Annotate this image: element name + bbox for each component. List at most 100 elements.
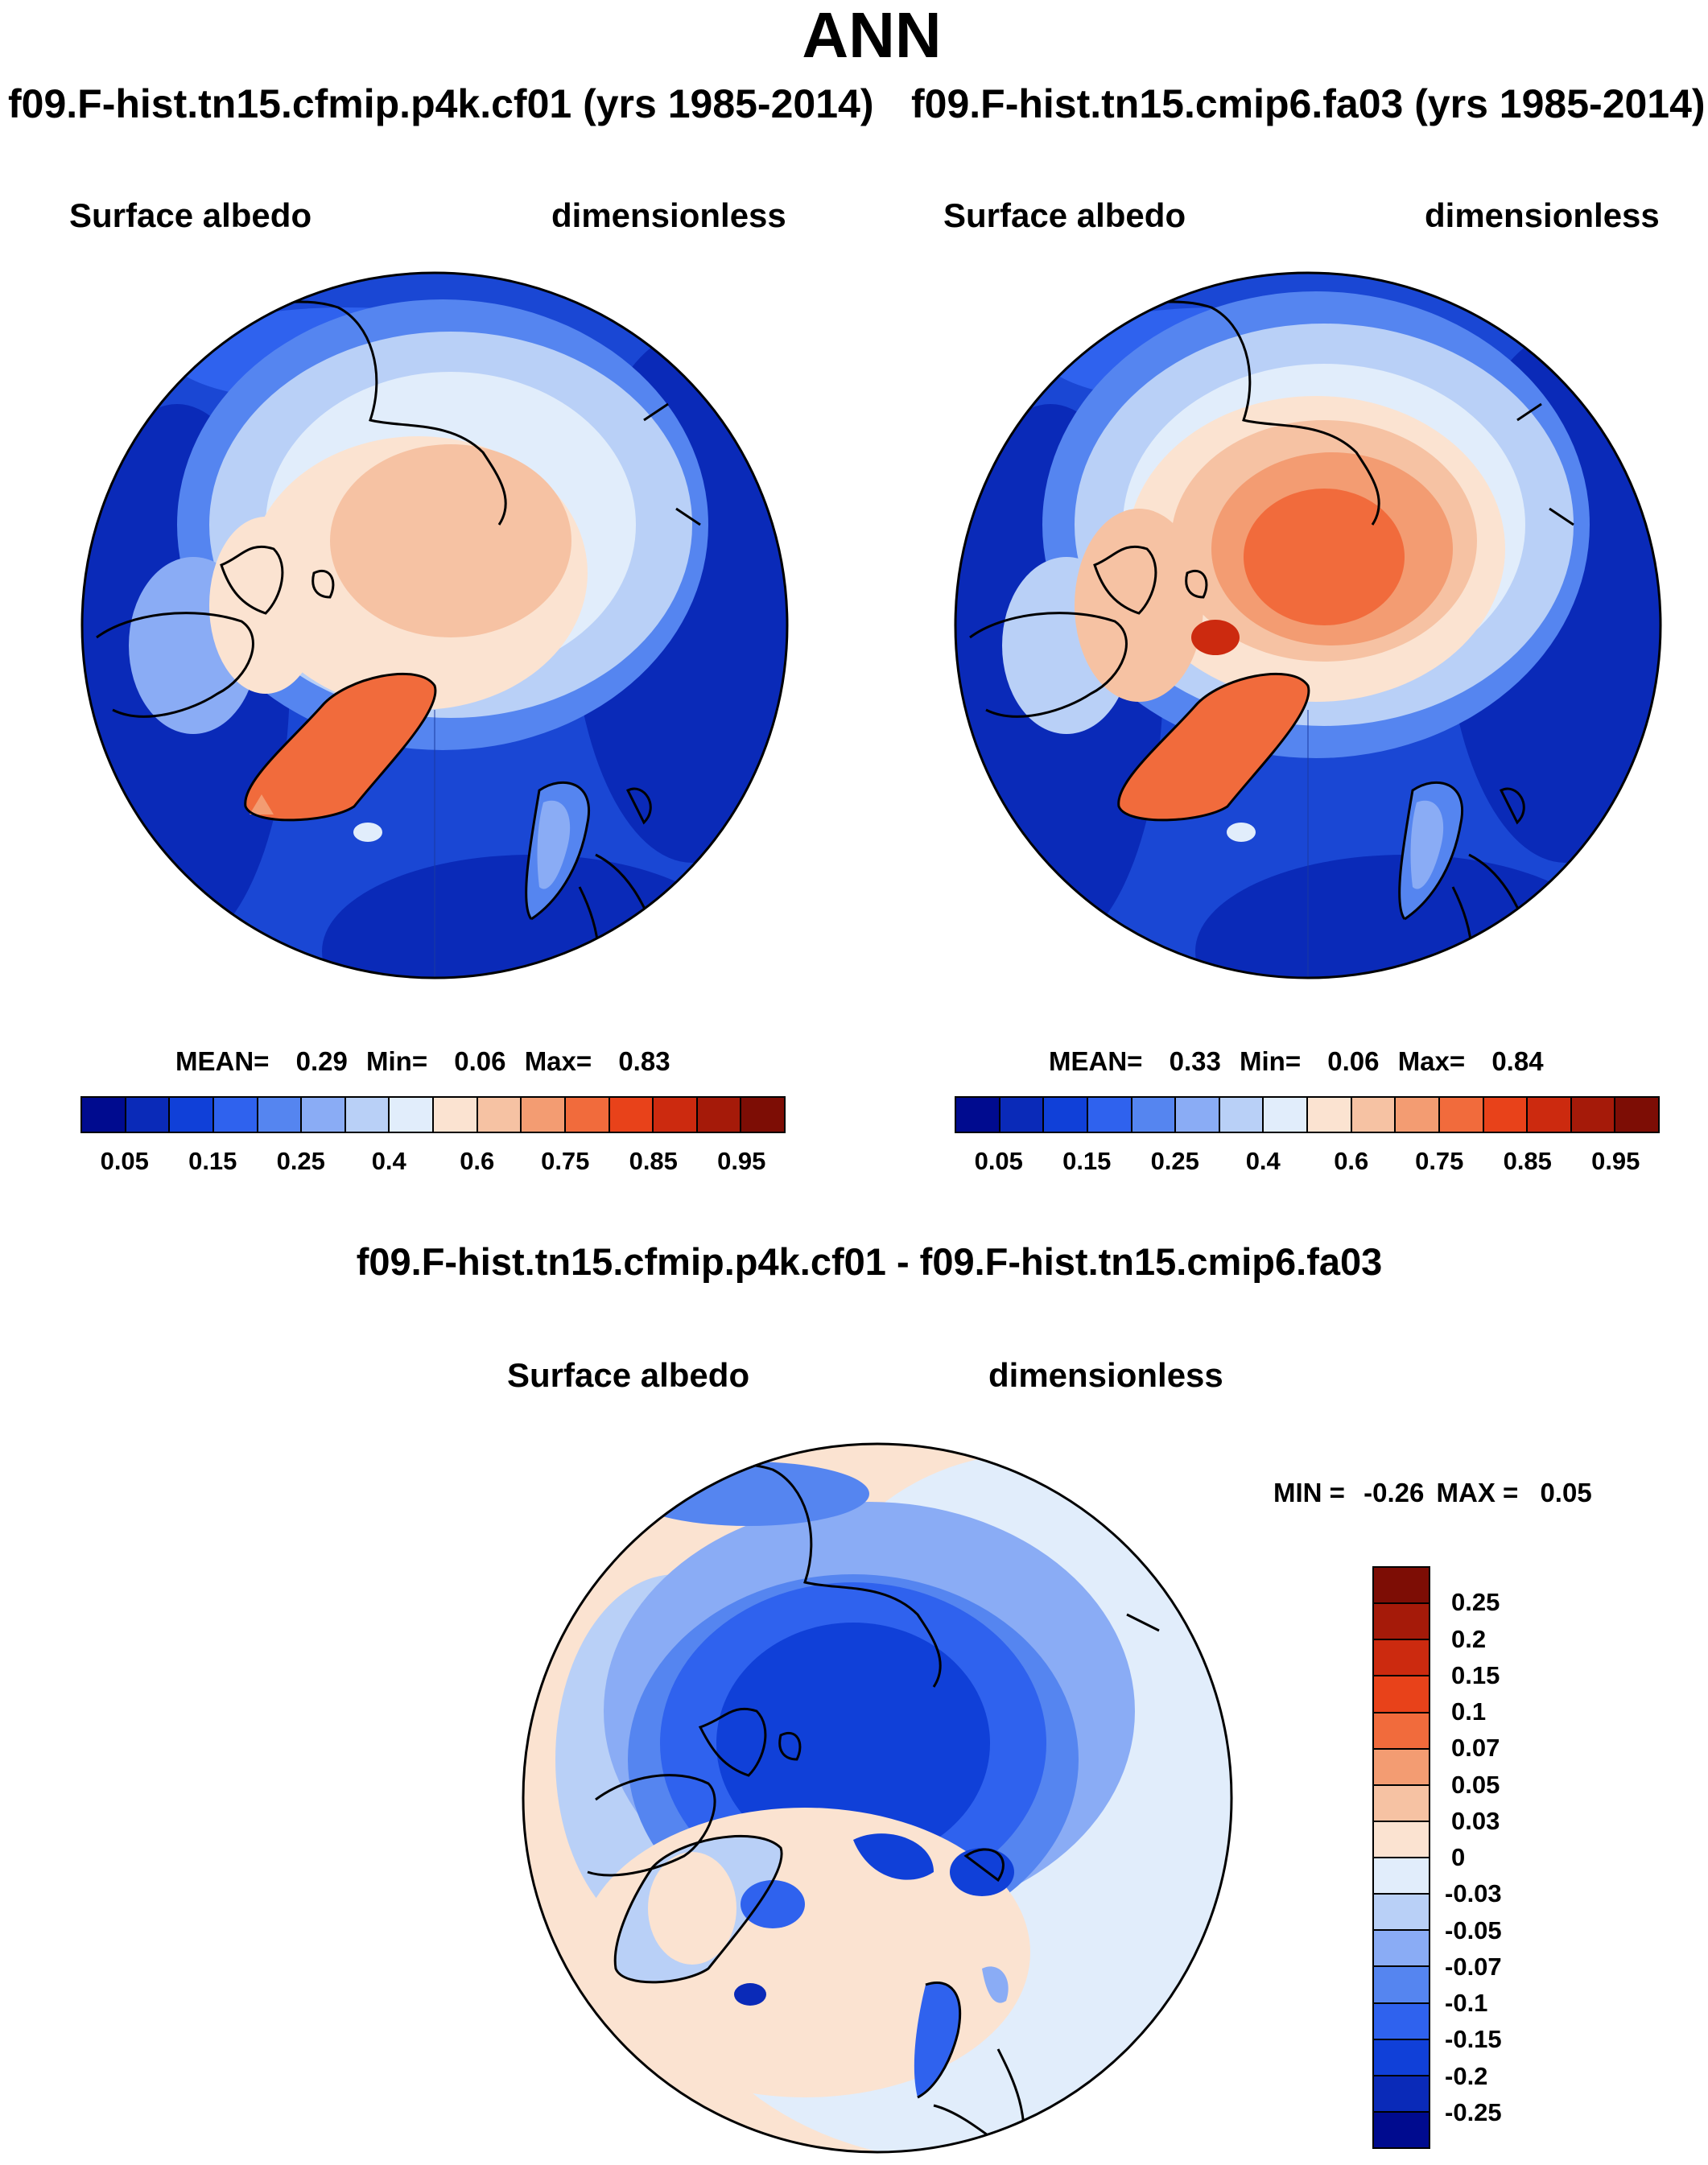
diff-colorbar-swatch — [1374, 1931, 1429, 1968]
colorbar-tick-label: 0.05 — [100, 1147, 149, 1175]
diff-colorbar-swatch — [1374, 1713, 1429, 1750]
panel-1-min-value: 0.06 — [454, 1046, 506, 1076]
colorbar-swatch — [302, 1098, 346, 1132]
colorbar-tick-label: 0.75 — [1415, 1147, 1464, 1175]
diff-colorbar-tick-label: 0.03 — [1451, 1806, 1500, 1835]
panel-1-units: dimensionless — [551, 196, 786, 234]
panel-1-mean-value: 0.29 — [295, 1046, 348, 1076]
colorbar-swatch — [1528, 1098, 1572, 1132]
diff-colorbar-tick-label: 0.1 — [1451, 1697, 1487, 1726]
diff-colorbar-swatch — [1374, 2112, 1429, 2147]
diff-units: dimensionless — [988, 1356, 1223, 1394]
diff-colorbar-tick-label: -0.03 — [1445, 1879, 1502, 1908]
diff-colorbar-tick-label: 0.25 — [1451, 1588, 1500, 1617]
diff-colorbar-swatch — [1374, 2076, 1429, 2113]
panel-1-colorbar — [80, 1096, 786, 1133]
diff-title: f09.F-hist.tn15.cfmip.p4k.cf01 - f09.F-h… — [356, 1240, 1383, 1283]
panel-2-mean-value: 0.33 — [1169, 1046, 1221, 1076]
diff-colorbar-tick-label: -0.1 — [1445, 1989, 1488, 2017]
colorbar-swatch — [522, 1098, 566, 1132]
colorbar-swatch — [654, 1098, 698, 1132]
panel-2-case-label: f09.F-hist.tn15.cmip6.fa03 (yrs 1985-201… — [911, 81, 1706, 126]
colorbar-swatch — [477, 1098, 522, 1132]
colorbar-tick-label: 0.6 — [1334, 1147, 1369, 1175]
diff-colorbar-swatch — [1374, 1604, 1429, 1641]
panel-1-mean-label: MEAN= — [175, 1046, 270, 1076]
colorbar-swatch — [390, 1098, 434, 1132]
panel-1-variable: Surface albedo — [69, 196, 312, 234]
panel-2-max-value: 0.84 — [1491, 1046, 1544, 1076]
diff-colorbar-swatch — [1374, 2003, 1429, 2040]
diff-colorbar-swatch — [1374, 1749, 1429, 1786]
diff-colorbar-swatch — [1374, 1785, 1429, 1822]
colorbar-swatch — [1044, 1098, 1088, 1132]
panel-1-min-label: Min= — [366, 1046, 428, 1076]
diff-stats: MIN = -0.26 MAX = 0.05 — [1273, 1478, 1592, 1508]
colorbar-swatch — [345, 1098, 390, 1132]
colorbar-swatch — [170, 1098, 214, 1132]
diff-colorbar-swatch — [1374, 2039, 1429, 2076]
diff-min-value: -0.26 — [1364, 1478, 1425, 1507]
panel-1-stats: MEAN= 0.29 Min= 0.06 Max= 0.83 — [175, 1046, 670, 1077]
panel-1-polar-map — [80, 271, 789, 979]
panel-2-units: dimensionless — [1425, 196, 1660, 234]
colorbar-tick-label: 0.05 — [974, 1147, 1023, 1175]
panel-1-case-label: f09.F-hist.tn15.cfmip.p4k.cf01 (yrs 1985… — [8, 81, 874, 126]
diff-colorbar-swatch — [1374, 1967, 1429, 2004]
colorbar-swatch — [741, 1098, 784, 1132]
colorbar-swatch — [1308, 1098, 1352, 1132]
colorbar-tick-label: 0.6 — [460, 1147, 495, 1175]
main-title: ANN — [802, 0, 942, 71]
colorbar-swatch — [1000, 1098, 1045, 1132]
colorbar-tick-label: 0.15 — [1062, 1147, 1112, 1175]
colorbar-swatch — [434, 1098, 478, 1132]
colorbar-swatch — [697, 1098, 742, 1132]
panel-2-min-label: Min= — [1240, 1046, 1302, 1076]
diff-colorbar-tick-label: 0.05 — [1451, 1770, 1500, 1799]
diff-colorbar-tick-label: 0.15 — [1451, 1660, 1500, 1689]
diff-colorbar-swatch — [1374, 1821, 1429, 1858]
diff-min-label: MIN = — [1273, 1478, 1345, 1507]
panel-2-max-label: Max= — [1397, 1046, 1466, 1076]
diff-colorbar-ticks: 0.25 0.2 0.15 0.1 0.07 0.05 0.03 0 -0.03 -0.05 -0.… — [1445, 1566, 1541, 2149]
colorbar-swatch — [82, 1098, 126, 1132]
diff-colorbar-tick-label: 0.2 — [1451, 1624, 1487, 1653]
colorbar-swatch — [1087, 1098, 1132, 1132]
colorbar-tick-label: 0.85 — [1503, 1147, 1552, 1175]
colorbar-tick-label: 0.4 — [1245, 1147, 1281, 1175]
panel-1-colorbar-ticks: 0.05 0.15 0.25 0.4 0.6 0.75 0.85 0.95 — [80, 1147, 786, 1179]
colorbar-tick-label: 0.15 — [188, 1147, 237, 1175]
diff-colorbar-tick-label: -0.05 — [1445, 1916, 1502, 1944]
diff-colorbar-swatch — [1374, 1676, 1429, 1713]
diff-polar-map — [522, 1442, 1233, 2154]
panel-1-max-label: Max= — [524, 1046, 592, 1076]
colorbar-swatch — [258, 1098, 303, 1132]
colorbar-tick-label: 0.75 — [541, 1147, 590, 1175]
colorbar-swatch — [1571, 1098, 1616, 1132]
colorbar-swatch — [1219, 1098, 1264, 1132]
diff-colorbar-tick-label: 0.07 — [1451, 1734, 1500, 1763]
diff-colorbar-tick-label: -0.15 — [1445, 2025, 1502, 2054]
colorbar-swatch — [1439, 1098, 1484, 1132]
colorbar-swatch — [1264, 1098, 1308, 1132]
colorbar-swatch — [1483, 1098, 1529, 1132]
panel-2-min-value: 0.06 — [1327, 1046, 1380, 1076]
diff-colorbar-tick-label: -0.07 — [1445, 1952, 1502, 1981]
panel-2-colorbar-ticks: 0.05 0.15 0.25 0.4 0.6 0.75 0.85 0.95 — [955, 1147, 1660, 1179]
colorbar-swatch — [565, 1098, 610, 1132]
colorbar-swatch — [1351, 1098, 1397, 1132]
colorbar-swatch — [1132, 1098, 1177, 1132]
colorbar-tick-label: 0.25 — [276, 1147, 325, 1175]
diff-colorbar-tick-label: 0 — [1451, 1843, 1466, 1871]
panel-1-max-value: 0.83 — [618, 1046, 670, 1076]
panel-2-stats: MEAN= 0.33 Min= 0.06 Max= 0.84 — [1049, 1046, 1544, 1077]
panel-2-mean-label: MEAN= — [1049, 1046, 1143, 1076]
colorbar-tick-label: 0.25 — [1150, 1147, 1199, 1175]
colorbar-swatch — [213, 1098, 258, 1132]
colorbar-swatch — [126, 1098, 171, 1132]
colorbar-tick-label: 0.95 — [717, 1147, 766, 1175]
colorbar-swatch — [956, 1098, 1000, 1132]
diff-colorbar-swatch — [1374, 1640, 1429, 1677]
colorbar-swatch — [609, 1098, 654, 1132]
colorbar-swatch — [1615, 1098, 1658, 1132]
